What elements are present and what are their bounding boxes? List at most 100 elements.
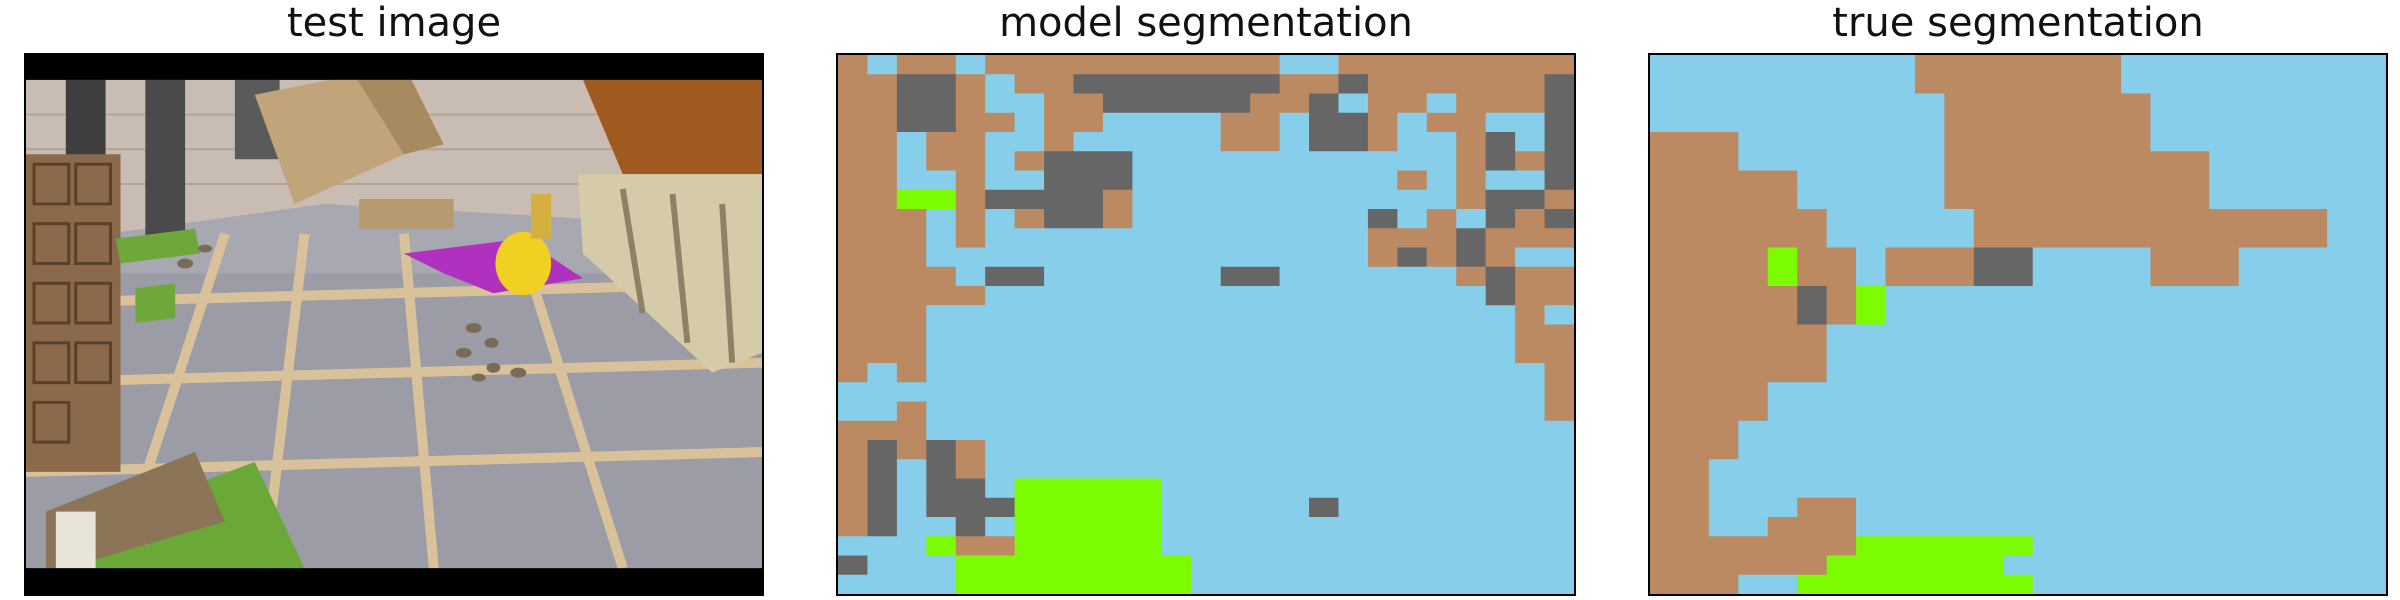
model-mask-cell (1132, 189, 1457, 210)
model-mask-cell (838, 536, 927, 556)
true-mask-cell (2327, 209, 2386, 229)
model-mask-cell (985, 478, 1016, 499)
model-mask-cell (1279, 55, 1340, 75)
model-segmentation-title: model segmentation (999, 0, 1413, 46)
model-mask-cell (1544, 93, 1574, 114)
true-mask-cell (1856, 536, 2034, 556)
true-mask-cell (2121, 74, 2386, 94)
model-mask-cell (1014, 517, 1163, 537)
model-segmentation-frame (836, 53, 1576, 596)
model-mask-cell (1515, 209, 1546, 229)
true-mask-cell (2003, 555, 2386, 576)
model-mask-cell (955, 93, 986, 114)
true-mask-cell (1708, 478, 2386, 499)
model-mask-cell (926, 363, 1546, 383)
model-mask-cell (838, 74, 898, 94)
model-mask-cell (1014, 536, 1163, 556)
true-mask-cell (1738, 440, 2386, 460)
true-mask-cell (2209, 189, 2386, 210)
model-mask-cell (1456, 151, 1487, 171)
true-mask-cell (1650, 363, 1828, 383)
true-mask-cell (1650, 228, 1828, 248)
model-mask-cell (896, 459, 927, 479)
model-mask-cell (838, 420, 927, 441)
model-mask-cell (985, 286, 1487, 306)
model-mask-cell (838, 266, 957, 287)
true-mask-cell (1708, 497, 1798, 518)
model-mask-cell (867, 459, 898, 479)
model-mask-cell (1014, 151, 1045, 171)
true-mask-cell (1797, 305, 1828, 325)
model-mask-cell (1544, 132, 1574, 152)
model-mask-cell (1456, 132, 1487, 152)
true-mask-cell (1738, 151, 1945, 171)
model-mask-cell (926, 440, 957, 460)
true-mask-cell (1944, 93, 2152, 114)
model-mask-cell (1367, 247, 1398, 268)
model-mask-cell (896, 440, 927, 460)
model-mask-cell (1338, 55, 1574, 75)
model-mask-cell (1073, 74, 1281, 94)
true-mask-cell (1650, 305, 1798, 325)
test-image (26, 55, 762, 594)
true-mask-cell (1944, 170, 2210, 191)
model-mask-cell (1132, 170, 1398, 191)
model-mask-cell (955, 189, 986, 210)
true-mask-cell (1914, 55, 2122, 75)
true-mask-cell (1826, 286, 1857, 306)
model-mask-cell (985, 132, 1045, 152)
model-mask-cell (1044, 93, 1104, 114)
true-mask-cell (1856, 517, 2386, 537)
model-mask-cell (1132, 209, 1369, 229)
true-mask-cell (1650, 266, 1769, 287)
model-mask-cell (926, 247, 1369, 268)
model-mask-cell (985, 459, 1574, 479)
model-mask-cell (1544, 305, 1574, 325)
model-mask-cell (985, 151, 1016, 171)
true-mask-cell (1826, 343, 2386, 364)
true-mask-cell (1650, 459, 1710, 479)
model-mask-cell (1544, 151, 1574, 171)
model-mask-cell (838, 555, 869, 576)
model-mask-cell (867, 555, 957, 576)
model-mask-cell (1102, 112, 1222, 133)
model-mask-cell (838, 55, 869, 75)
model-mask-cell (1515, 151, 1546, 171)
true-mask-cell (1797, 286, 1828, 306)
model-mask-cell (838, 517, 869, 537)
model-mask-cell (1102, 209, 1133, 229)
true-mask-cell (1650, 574, 1739, 594)
model-mask-cell (926, 228, 957, 248)
true-mask-cell (1767, 382, 2386, 402)
model-mask-cell (955, 536, 1016, 556)
true-mask-cell (1767, 401, 2386, 422)
model-mask-cell (896, 151, 927, 171)
model-mask-cell (1102, 93, 1251, 114)
model-mask-cell (1485, 266, 1516, 287)
true-mask-cell (1826, 228, 1975, 248)
model-mask-cell (867, 363, 898, 383)
model-mask-cell (1161, 517, 1574, 537)
model-mask-cell (838, 93, 898, 114)
model-mask-cell (1309, 93, 1340, 114)
model-mask-cell (1456, 170, 1487, 191)
model-mask-cell (838, 459, 869, 479)
model-mask-cell (1544, 170, 1574, 191)
model-mask-cell (838, 478, 869, 499)
true-mask-cell (2209, 151, 2386, 171)
model-mask-cell (838, 151, 898, 171)
true-mask-cell (1708, 517, 1769, 537)
true-mask-cell (2032, 536, 2386, 556)
true-mask-cell (1650, 209, 1828, 229)
model-mask-cell (838, 440, 869, 460)
model-mask-cell (955, 74, 986, 94)
model-mask-cell (1456, 189, 1487, 210)
true-mask-cell (1914, 74, 2122, 94)
model-mask-cell (1544, 363, 1574, 383)
model-mask-cell (838, 112, 898, 133)
true-mask-cell (1973, 266, 2034, 287)
true-mask-cell (1650, 536, 1857, 556)
true-mask-cell (1650, 112, 1945, 133)
true-mask-cell (1650, 401, 1769, 422)
model-mask-cell (1367, 74, 1546, 94)
